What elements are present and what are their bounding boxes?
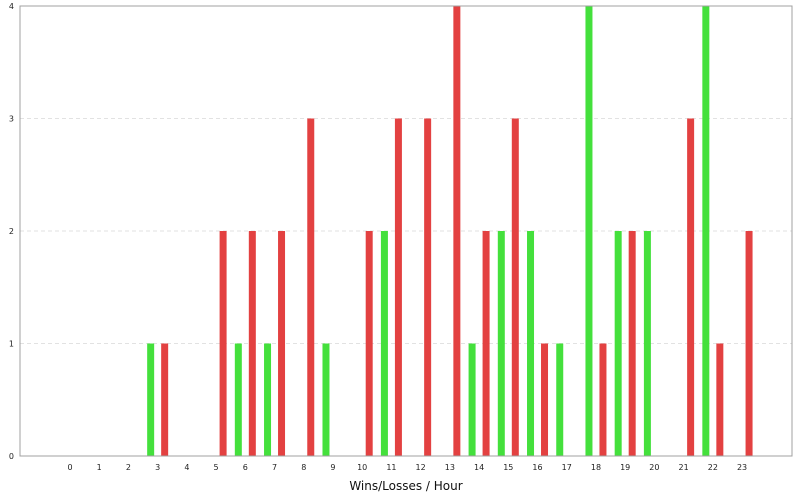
x-tick-label-6: 6 (243, 463, 248, 472)
x-axis-ticks: 0 1 2 3 4 5 6 7 8 9 10 11 12 13 14 15 16 17 18 19 20 21 22 23 (67, 463, 747, 472)
x-tick-label-21: 21 (679, 463, 689, 472)
x-tick-label-0: 0 (67, 463, 72, 472)
y-tick-label-1: 1 (9, 340, 14, 349)
bar-losses-16 (541, 343, 549, 456)
x-tick-label-9: 9 (330, 463, 335, 472)
bar-wins-18 (585, 6, 593, 456)
bars (147, 6, 753, 456)
y-tick-label-2: 2 (9, 227, 14, 236)
x-tick-label-7: 7 (272, 463, 277, 472)
bar-losses-23 (745, 231, 753, 456)
bar-losses-8 (307, 118, 315, 456)
x-tick-label-22: 22 (708, 463, 718, 472)
x-tick-label-19: 19 (620, 463, 630, 472)
bar-wins-3 (147, 343, 155, 456)
x-tick-label-8: 8 (301, 463, 306, 472)
bar-losses-15 (511, 118, 519, 456)
x-tick-label-2: 2 (126, 463, 131, 472)
bar-wins-9 (322, 343, 330, 456)
plot-frame (19, 5, 793, 457)
bar-losses-22 (716, 343, 724, 456)
bar-losses-6 (248, 231, 256, 456)
y-tick-label-3: 3 (9, 115, 14, 124)
y-axis-ticks: 0 1 2 3 4 (9, 2, 14, 461)
bar-losses-12 (424, 118, 432, 456)
bar-wins-16 (527, 231, 535, 456)
bar-losses-5 (219, 231, 227, 456)
bar-wins-7 (264, 343, 272, 456)
bar-losses-18 (599, 343, 607, 456)
bar-losses-7 (278, 231, 286, 456)
x-tick-label-23: 23 (737, 463, 747, 472)
bar-wins-19 (614, 231, 622, 456)
bar-losses-13 (453, 6, 461, 456)
y-tick-label-0: 0 (9, 452, 14, 461)
x-tick-label-16: 16 (532, 463, 542, 472)
x-tick-label-4: 4 (184, 463, 189, 472)
x-tick-label-12: 12 (416, 463, 426, 472)
bar-wins-20 (643, 231, 651, 456)
x-tick-label-18: 18 (591, 463, 601, 472)
bar-wins-22 (702, 6, 710, 456)
bar-wins-6 (234, 343, 242, 456)
bar-wins-15 (497, 231, 505, 456)
bar-wins-11 (380, 231, 388, 456)
x-tick-label-20: 20 (649, 463, 659, 472)
bar-wins-14 (468, 343, 476, 456)
x-tick-label-1: 1 (97, 463, 102, 472)
bar-losses-10 (365, 231, 373, 456)
grid-lines (20, 5, 792, 344)
x-tick-label-5: 5 (214, 463, 219, 472)
x-tick-label-3: 3 (155, 463, 160, 472)
x-tick-label-13: 13 (445, 463, 455, 472)
bar-losses-11 (394, 118, 402, 456)
bar-losses-21 (687, 118, 695, 456)
x-tick-label-15: 15 (503, 463, 513, 472)
y-tick-label-4: 4 (9, 2, 14, 11)
bar-losses-19 (628, 231, 636, 456)
x-tick-label-11: 11 (386, 463, 396, 472)
x-tick-label-17: 17 (562, 463, 572, 472)
bar-losses-3 (161, 343, 169, 456)
x-tick-label-14: 14 (474, 463, 484, 472)
x-tick-label-10: 10 (357, 463, 367, 472)
bar-losses-14 (482, 231, 490, 456)
bar-wins-17 (556, 343, 564, 456)
x-axis-title: Wins/Losses / Hour (349, 479, 462, 493)
